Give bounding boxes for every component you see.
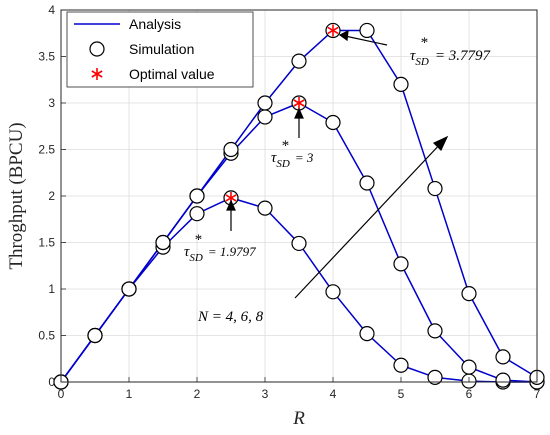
tau-2-value: = 3: [295, 150, 314, 165]
tau-3-superscript: *: [420, 35, 428, 51]
simulation-point: [359, 175, 375, 191]
tau-2-superscript: *: [281, 138, 289, 154]
optimal-point-star: [327, 24, 339, 37]
tau-1-symbol: τ: [184, 244, 190, 260]
y-tick-label: 0.5: [38, 329, 55, 343]
arrow-tau-3: [344, 35, 388, 46]
y-tick-label: 1.5: [38, 236, 55, 250]
annotation-tau-3: τSD = 3.7797 *: [410, 35, 491, 68]
annotation-tau-2: τSD = 3 *: [271, 138, 314, 170]
y-tick-label: 0: [48, 375, 55, 389]
simulation-point: [461, 359, 477, 375]
y-tick-label: 2: [48, 189, 55, 203]
star-stroke: [293, 99, 305, 107]
tick-labels: 0 1 2 3 4 5 6 7 0 0.5 1 1.5 2 2.5 3 3.5 4: [38, 3, 540, 401]
simulation-point: [359, 326, 375, 342]
tau-2-symbol: τ: [271, 150, 277, 166]
simulation-point: [121, 281, 137, 297]
annotation-tau-1: τSD = 1.9797 *: [184, 232, 256, 264]
series-group: [53, 22, 545, 390]
arrow-tau-3-head: [338, 29, 349, 42]
x-tick-label: 0: [58, 387, 65, 401]
simulation-point: [223, 141, 239, 158]
y-axis-label: Throghput (BPCU): [6, 122, 27, 269]
y-tick-label: 3: [48, 96, 55, 110]
legend-simulation-label: Simulation: [129, 41, 194, 57]
simulation-point: [325, 114, 341, 131]
simulation-point: [393, 256, 409, 272]
legend-analysis-label: Analysis: [129, 16, 181, 32]
simulation-point: [257, 109, 273, 125]
arrow-tau-1-head: [226, 199, 236, 211]
tau-2-subscript: SD: [276, 158, 290, 170]
svg-text:τSD= 3.7797: τSD = 3.7797: [410, 48, 491, 68]
tau-1-value: = 1.9797: [208, 244, 256, 259]
legend-optimal-swatch: [91, 68, 103, 80]
y-tick-label: 3.5: [38, 50, 55, 64]
arrow-n-trend: [294, 140, 444, 299]
simulation-point: [87, 327, 103, 344]
arrow-n-trend-head: [432, 135, 449, 152]
simulation-point: [427, 323, 443, 339]
x-tick-label: 7: [534, 387, 541, 401]
star-stroke: [91, 70, 103, 78]
y-tick-label: 1: [48, 282, 55, 296]
optimal-markers: [225, 24, 339, 204]
simulation-point: [495, 349, 511, 365]
simulation-point: [393, 357, 409, 373]
x-tick-label: 2: [194, 387, 201, 401]
x-tick-label: 6: [466, 387, 473, 401]
legend-simulation-swatch: [89, 41, 105, 57]
star-stroke: [225, 194, 237, 202]
x-axis-label: R: [292, 408, 305, 429]
optimal-point-star: [293, 97, 305, 109]
x-tick-label: 3: [262, 387, 269, 401]
tau-1-subscript: SD: [189, 252, 203, 264]
simulation-point: [291, 235, 307, 252]
legend-star-icon: [91, 68, 103, 80]
y-tick-label: 4: [48, 3, 55, 17]
simulation-point: [189, 188, 205, 204]
simulation-point: [393, 76, 409, 93]
tau-3-subscript: SD: [415, 56, 429, 68]
annotation-arrows: [226, 29, 449, 299]
legend: Analysis Simulation Optimal value: [66, 11, 254, 88]
simulation-point: [155, 234, 171, 251]
tau-1-superscript: *: [194, 232, 202, 248]
star-stroke: [327, 26, 339, 35]
x-tick-label: 4: [330, 387, 337, 401]
simulation-point: [189, 206, 205, 222]
simulation-point: [427, 180, 443, 197]
simulation-point: [291, 53, 307, 69]
legend-optimal-label: Optimal value: [129, 66, 215, 82]
y-tick-label: 2.5: [38, 143, 55, 157]
simulation-point: [359, 22, 375, 39]
simulation-point: [257, 200, 273, 216]
simulation-point: [257, 95, 273, 111]
simulation-point: [461, 286, 477, 302]
arrow-tau-2-head: [294, 107, 304, 119]
tau-3-symbol: τ: [410, 48, 416, 64]
svg-text:τSD= 1.9797: τSD = 1.9797: [184, 244, 256, 264]
x-tick-label: 5: [398, 387, 405, 401]
annotation-n-values: N = 4, 6, 8: [197, 309, 264, 325]
simulation-point: [325, 284, 341, 300]
svg-text:τSD= 3: τSD = 3: [271, 150, 314, 170]
simulation-point: [495, 372, 511, 388]
x-tick-label: 1: [126, 387, 133, 401]
simulation-point: [427, 369, 443, 385]
tau-3-value: = 3.7797: [435, 48, 492, 64]
